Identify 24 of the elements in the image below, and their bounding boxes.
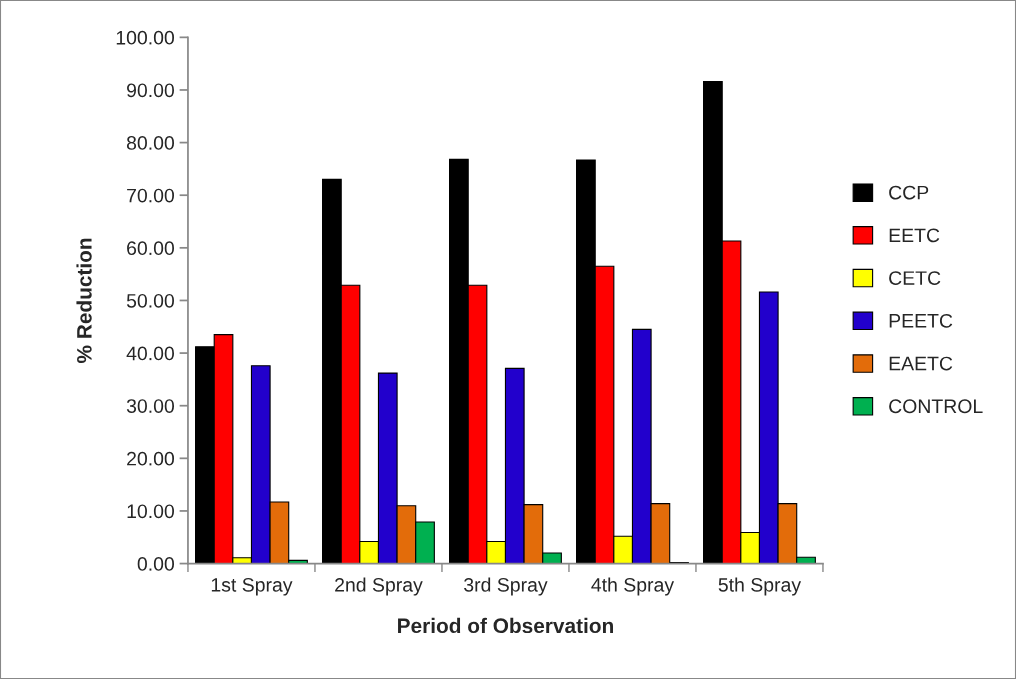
legend-label: PEETC: [889, 313, 953, 328]
x-tick-label: 3rd Spray: [464, 577, 548, 596]
y-tick-label: 50.00: [126, 293, 175, 308]
x-tick-label: 2nd Spray: [335, 577, 423, 596]
legend-label: EETC: [889, 228, 940, 243]
y-tick-label: 0.00: [137, 557, 175, 571]
y-tick-label: 60.00: [127, 241, 175, 256]
x-tick-label: 1st Spray: [211, 577, 293, 596]
x-tick-label: 5th Spray: [718, 577, 802, 596]
y-tick-label: 100.00: [116, 30, 175, 45]
y-tick-label: 90.00: [127, 83, 175, 98]
legend-label: CONTROL: [889, 399, 983, 414]
x-tick-label: 4th Spray: [591, 577, 675, 596]
y-tick-label: 40.00: [126, 346, 175, 361]
x-axis-title: Period of Observation: [398, 617, 613, 634]
y-tick-label: 20.00: [127, 451, 175, 466]
legend-label: CETC: [889, 271, 941, 285]
y-tick-label: 30.00: [126, 399, 175, 413]
y-tick-label: 70.00: [127, 188, 175, 203]
y-tick-label: 10.00: [127, 504, 175, 519]
y-axis-title: % Reduction: [76, 238, 92, 364]
legend-label: EAETC: [889, 356, 953, 371]
legend-label: CCP: [889, 185, 929, 200]
y-tick-label: 80.00: [126, 136, 175, 150]
